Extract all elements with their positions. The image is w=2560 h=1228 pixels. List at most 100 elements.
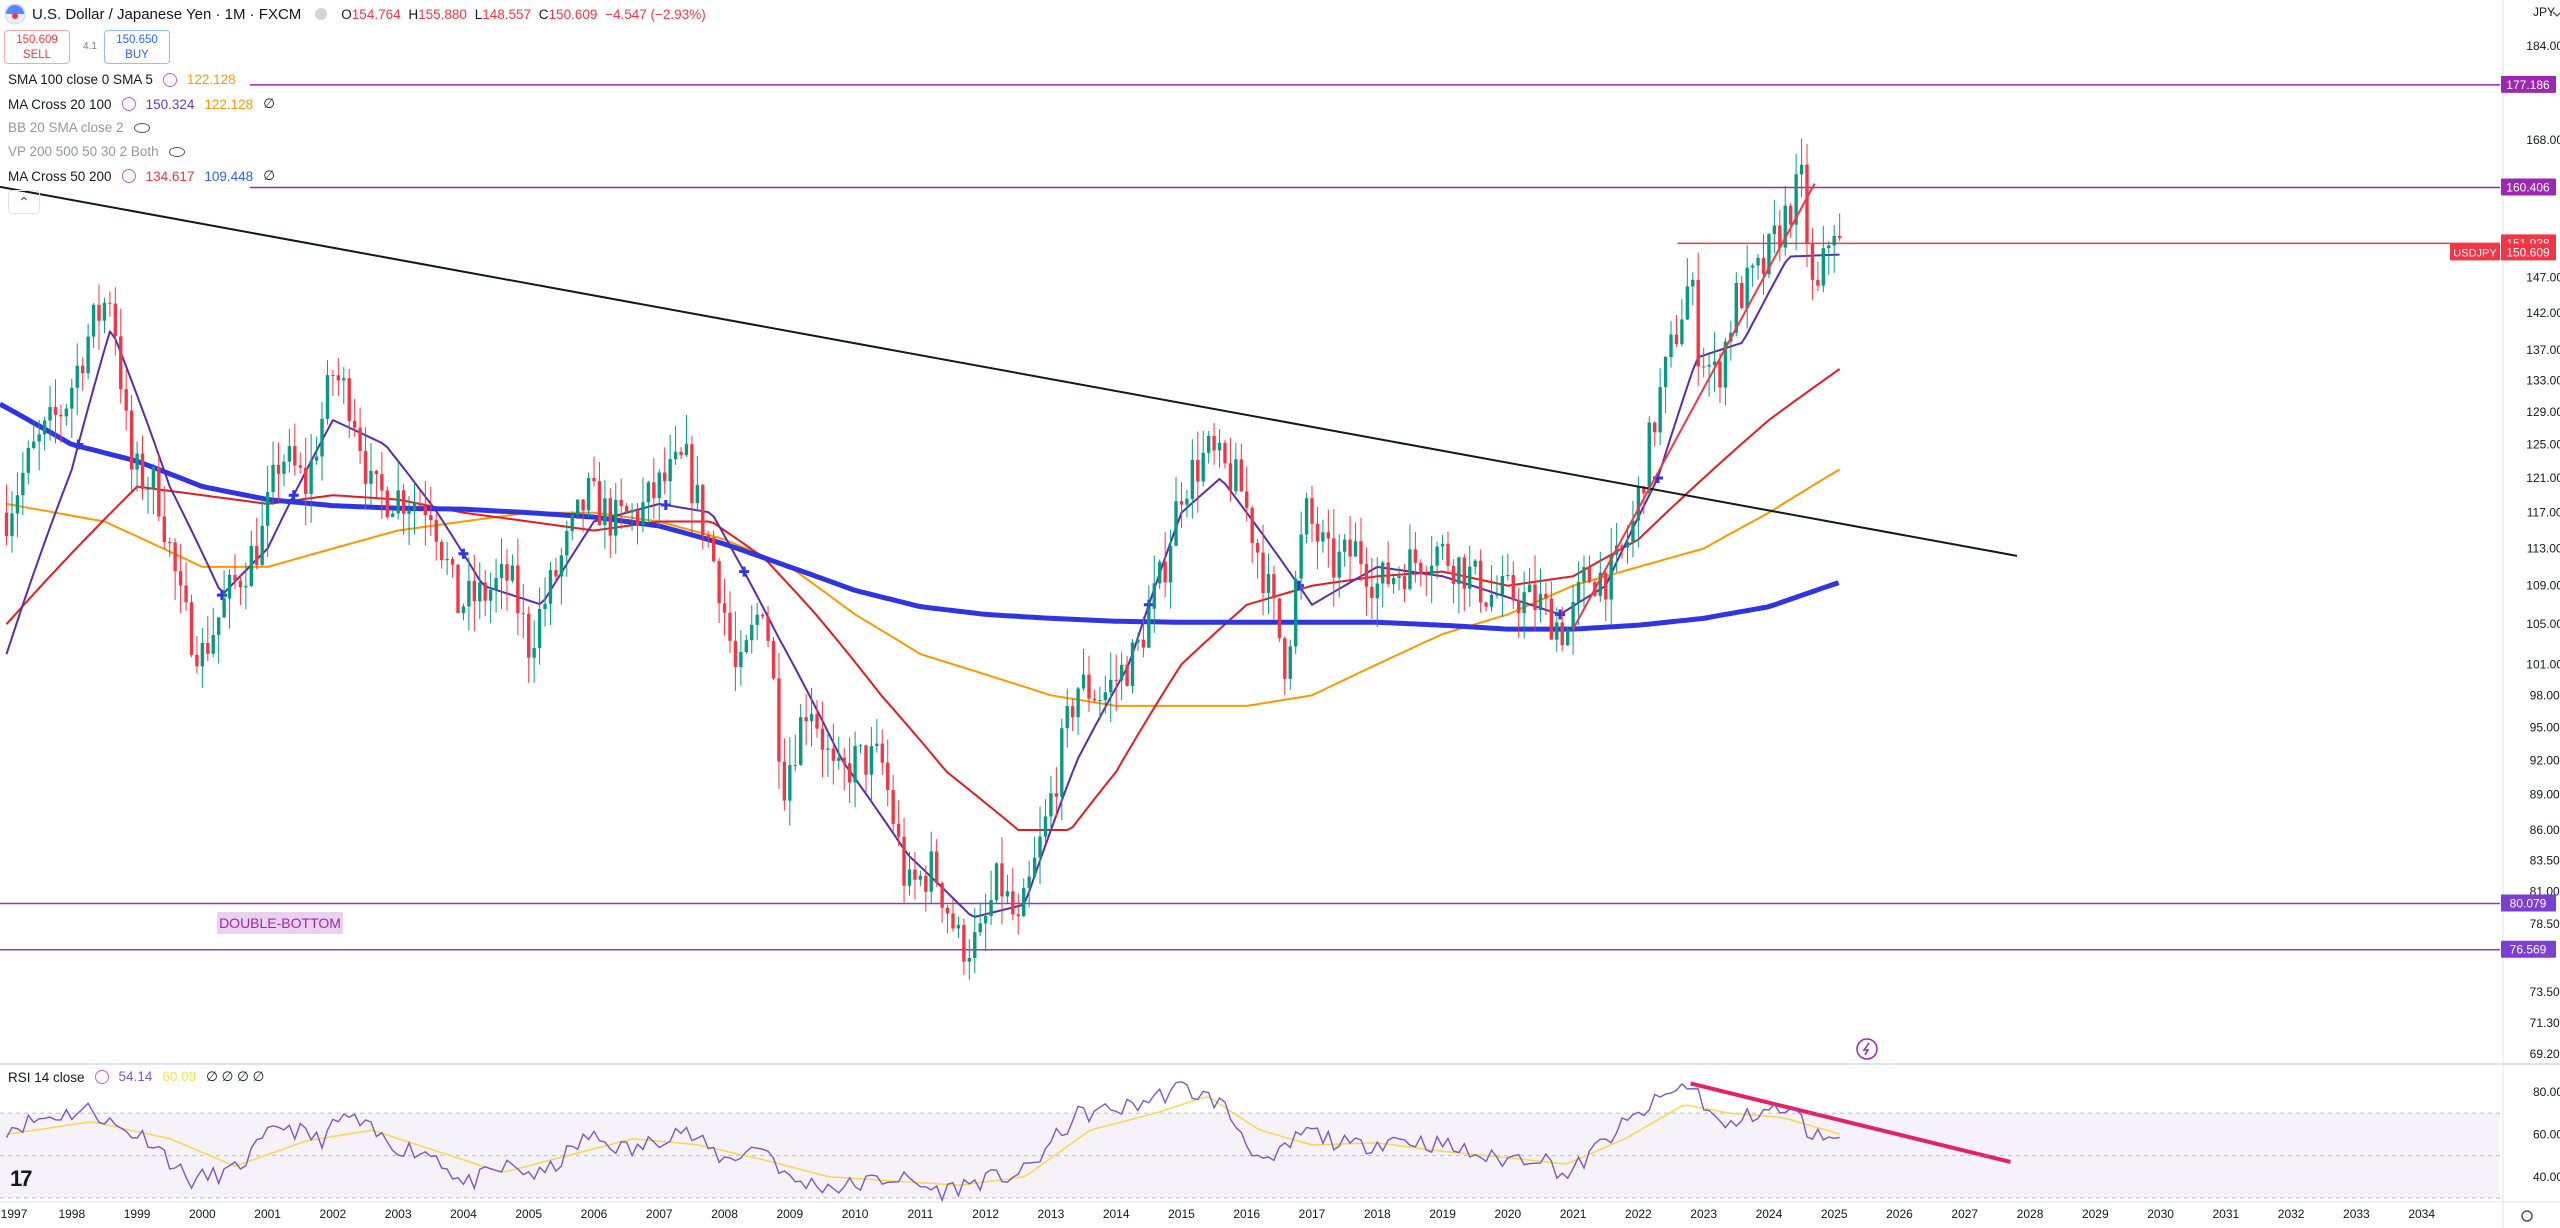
sma-100-line [6,468,1841,707]
candle-body [1527,584,1532,593]
candle-body [1538,593,1543,611]
indicator-row[interactable]: BB 20 SMA close 2 [8,120,150,135]
candle-body [1473,560,1477,567]
candle-body [1168,545,1173,583]
candle-body [907,869,912,886]
settings-icon[interactable] [121,169,136,183]
collapse-legend-button[interactable]: ⌃ [8,190,40,214]
time-tick-label: 2007 [646,1207,673,1221]
candle-body [614,499,618,536]
level-badge [2501,178,2556,196]
time-tick-label: 2032 [2278,1207,2305,1221]
indicator-row[interactable]: SMA 100 close 0 SMA 5 122.128 [8,72,246,87]
candle-body [1750,265,1755,268]
candle-body [1391,578,1396,585]
price-tick-label: 73.500 [2530,985,2560,999]
settings-icon[interactable] [94,1070,109,1084]
price-tick-label: 109.000 [2526,579,2560,593]
candle-body [1239,459,1243,492]
candle-body [1478,560,1483,603]
candle-body [1424,574,1428,576]
candle-body [184,585,188,603]
candle-body [1799,164,1804,175]
lightning-icon-glyph [1862,1042,1870,1056]
candle-body [1598,572,1602,596]
symbol-badge-label: USDJPY [2453,247,2497,259]
candle-body [64,408,69,417]
candle-body [423,505,428,516]
indicator-row[interactable]: MA Cross 50 200 134.617 109.448 ∅ [8,168,285,184]
candle-body [1576,581,1581,602]
candle-body [1778,225,1782,248]
candle-body [211,635,215,654]
candle-body [1604,572,1608,600]
candle-body [1070,706,1075,718]
rsi-legend[interactable]: RSI 14 close 54.14 60.09 ∅ ∅ ∅ ∅ [8,1069,274,1085]
candle-body [276,464,281,474]
candle-body [429,515,433,521]
indicator-row[interactable]: MA Cross 20 100 150.324 122.128 ∅ [8,96,285,112]
high-value: 155.880 [418,6,467,22]
candle-body [1789,205,1793,225]
candle-body [684,444,689,456]
candle-body [646,482,651,503]
candle-body [565,530,569,556]
candle-body [516,565,520,614]
symbol-title[interactable]: U.S. Dollar / Japanese Yen · 1M · FXCM [32,5,302,23]
time-tick-label: 2027 [1951,1207,1978,1221]
candle-body [1065,706,1069,729]
candle-body [1761,257,1766,275]
candle-body [1555,622,1559,640]
settings-icon[interactable] [162,72,177,87]
candle-body [1565,629,1570,646]
candle-body [15,495,20,514]
candle-body [728,612,732,641]
candle-body [4,512,9,537]
candle-body [1283,638,1287,679]
candle-body [478,582,482,602]
indicator-value: 150.324 [145,96,195,112]
time-tick-label: 2012 [972,1207,999,1221]
candle-body [842,757,846,764]
candle-body [1103,692,1107,701]
candle-body [37,434,41,442]
market-status-icon[interactable] [315,8,328,20]
rsi-ma-line [6,1096,1840,1186]
hidden-eye-icon[interactable] [168,146,185,157]
candle-body [1081,674,1086,689]
candle-body [690,444,694,503]
candle-body [1397,576,1401,579]
candle-body [1141,639,1146,648]
tradingview-logo-icon[interactable]: 17 [10,1166,33,1191]
time-tick-label: 2010 [842,1207,869,1221]
buy-button[interactable]: 150.650 BUY [104,30,170,64]
candle-body [309,460,313,494]
indicator-label: BB 20 SMA close 2 [8,120,124,135]
candle-body [1625,541,1630,548]
candle-body [227,574,232,599]
candle-body [1533,584,1537,611]
candle-body [1321,532,1325,542]
ma-200-line [0,401,1840,632]
candle-body [1457,557,1461,584]
time-tick-label: 2026 [1886,1207,1913,1221]
candle-body [989,900,993,917]
settings-icon[interactable] [121,97,136,111]
indicator-label: MA Cross 50 200 [8,168,112,184]
hidden-eye-icon[interactable] [133,122,150,133]
sell-button[interactable]: 150.609 SELL [4,30,70,64]
indicator-row[interactable]: VP 200 500 50 30 2 Both [8,144,185,159]
candle-body [771,640,776,679]
candle-body [575,499,580,515]
candle-body [1016,914,1020,917]
candle-body [363,450,368,484]
candle-body [450,559,455,565]
price-tick-label: 69.200 [2530,1047,2560,1061]
candle-body [1163,561,1167,583]
candle-body [695,484,700,503]
ma-50-line [5,368,1841,831]
candle-body [244,586,248,588]
candle-body [282,461,286,474]
